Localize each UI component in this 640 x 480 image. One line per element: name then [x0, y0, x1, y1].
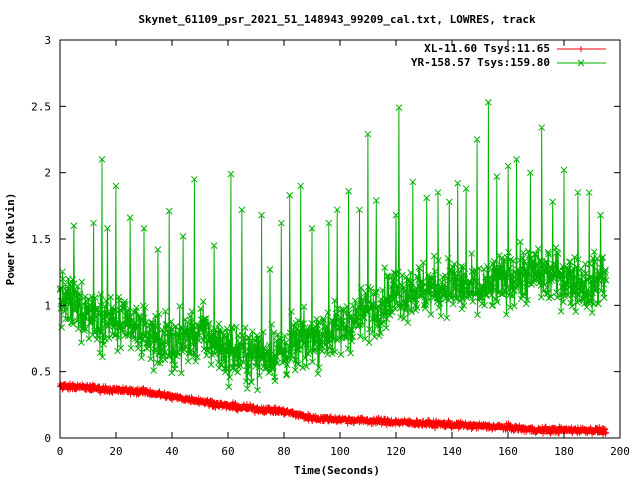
- y-tick-label: 2.5: [31, 100, 51, 113]
- legend-entry-yr: YR-158.57 Tsys:159.80: [411, 56, 606, 69]
- legend-marker-yr: [577, 59, 585, 67]
- x-tick-label: 200: [610, 445, 630, 458]
- y-tick-label: 0.5: [31, 366, 51, 379]
- x-tick-label: 180: [554, 445, 574, 458]
- chart-title: Skynet_61109_psr_2021_51_148943_99209_ca…: [138, 13, 536, 26]
- x-tick-label: 120: [386, 445, 406, 458]
- y-tick-label: 0: [44, 432, 51, 445]
- legend-marker-xl: [578, 46, 584, 52]
- x-tick-label: 160: [498, 445, 518, 458]
- legend-entry-xl: XL-11.60 Tsys:11.65: [424, 42, 606, 55]
- legend-label-xl: XL-11.60 Tsys:11.65: [424, 42, 550, 55]
- legend-label-yr: YR-158.57 Tsys:159.80: [411, 56, 550, 69]
- y-tick-label: 1.5: [31, 233, 51, 246]
- x-axis-label: Time(Seconds): [294, 464, 380, 477]
- ticks-layer: 0 20 40 60 80 100 120 140 160 180 200 0 0.5 1 1.5 2 2.5 3: [31, 34, 630, 458]
- y-tick-label: 1: [44, 299, 51, 312]
- x-tick-label: 20: [109, 445, 122, 458]
- x-tick-label: 140: [442, 445, 462, 458]
- chart-legend: XL-11.60 Tsys:11.65 YR-158.57 Tsys:159.8…: [411, 42, 606, 69]
- x-tick-label: 100: [330, 445, 350, 458]
- y-tick-label: 3: [44, 34, 51, 47]
- y-axis-label: Power (Kelvin): [4, 193, 17, 286]
- y-tick-label: 2: [44, 167, 51, 180]
- x-tick-label: 40: [165, 445, 178, 458]
- x-tick-label: 80: [277, 445, 290, 458]
- x-tick-label: 0: [57, 445, 64, 458]
- x-tick-label: 60: [221, 445, 234, 458]
